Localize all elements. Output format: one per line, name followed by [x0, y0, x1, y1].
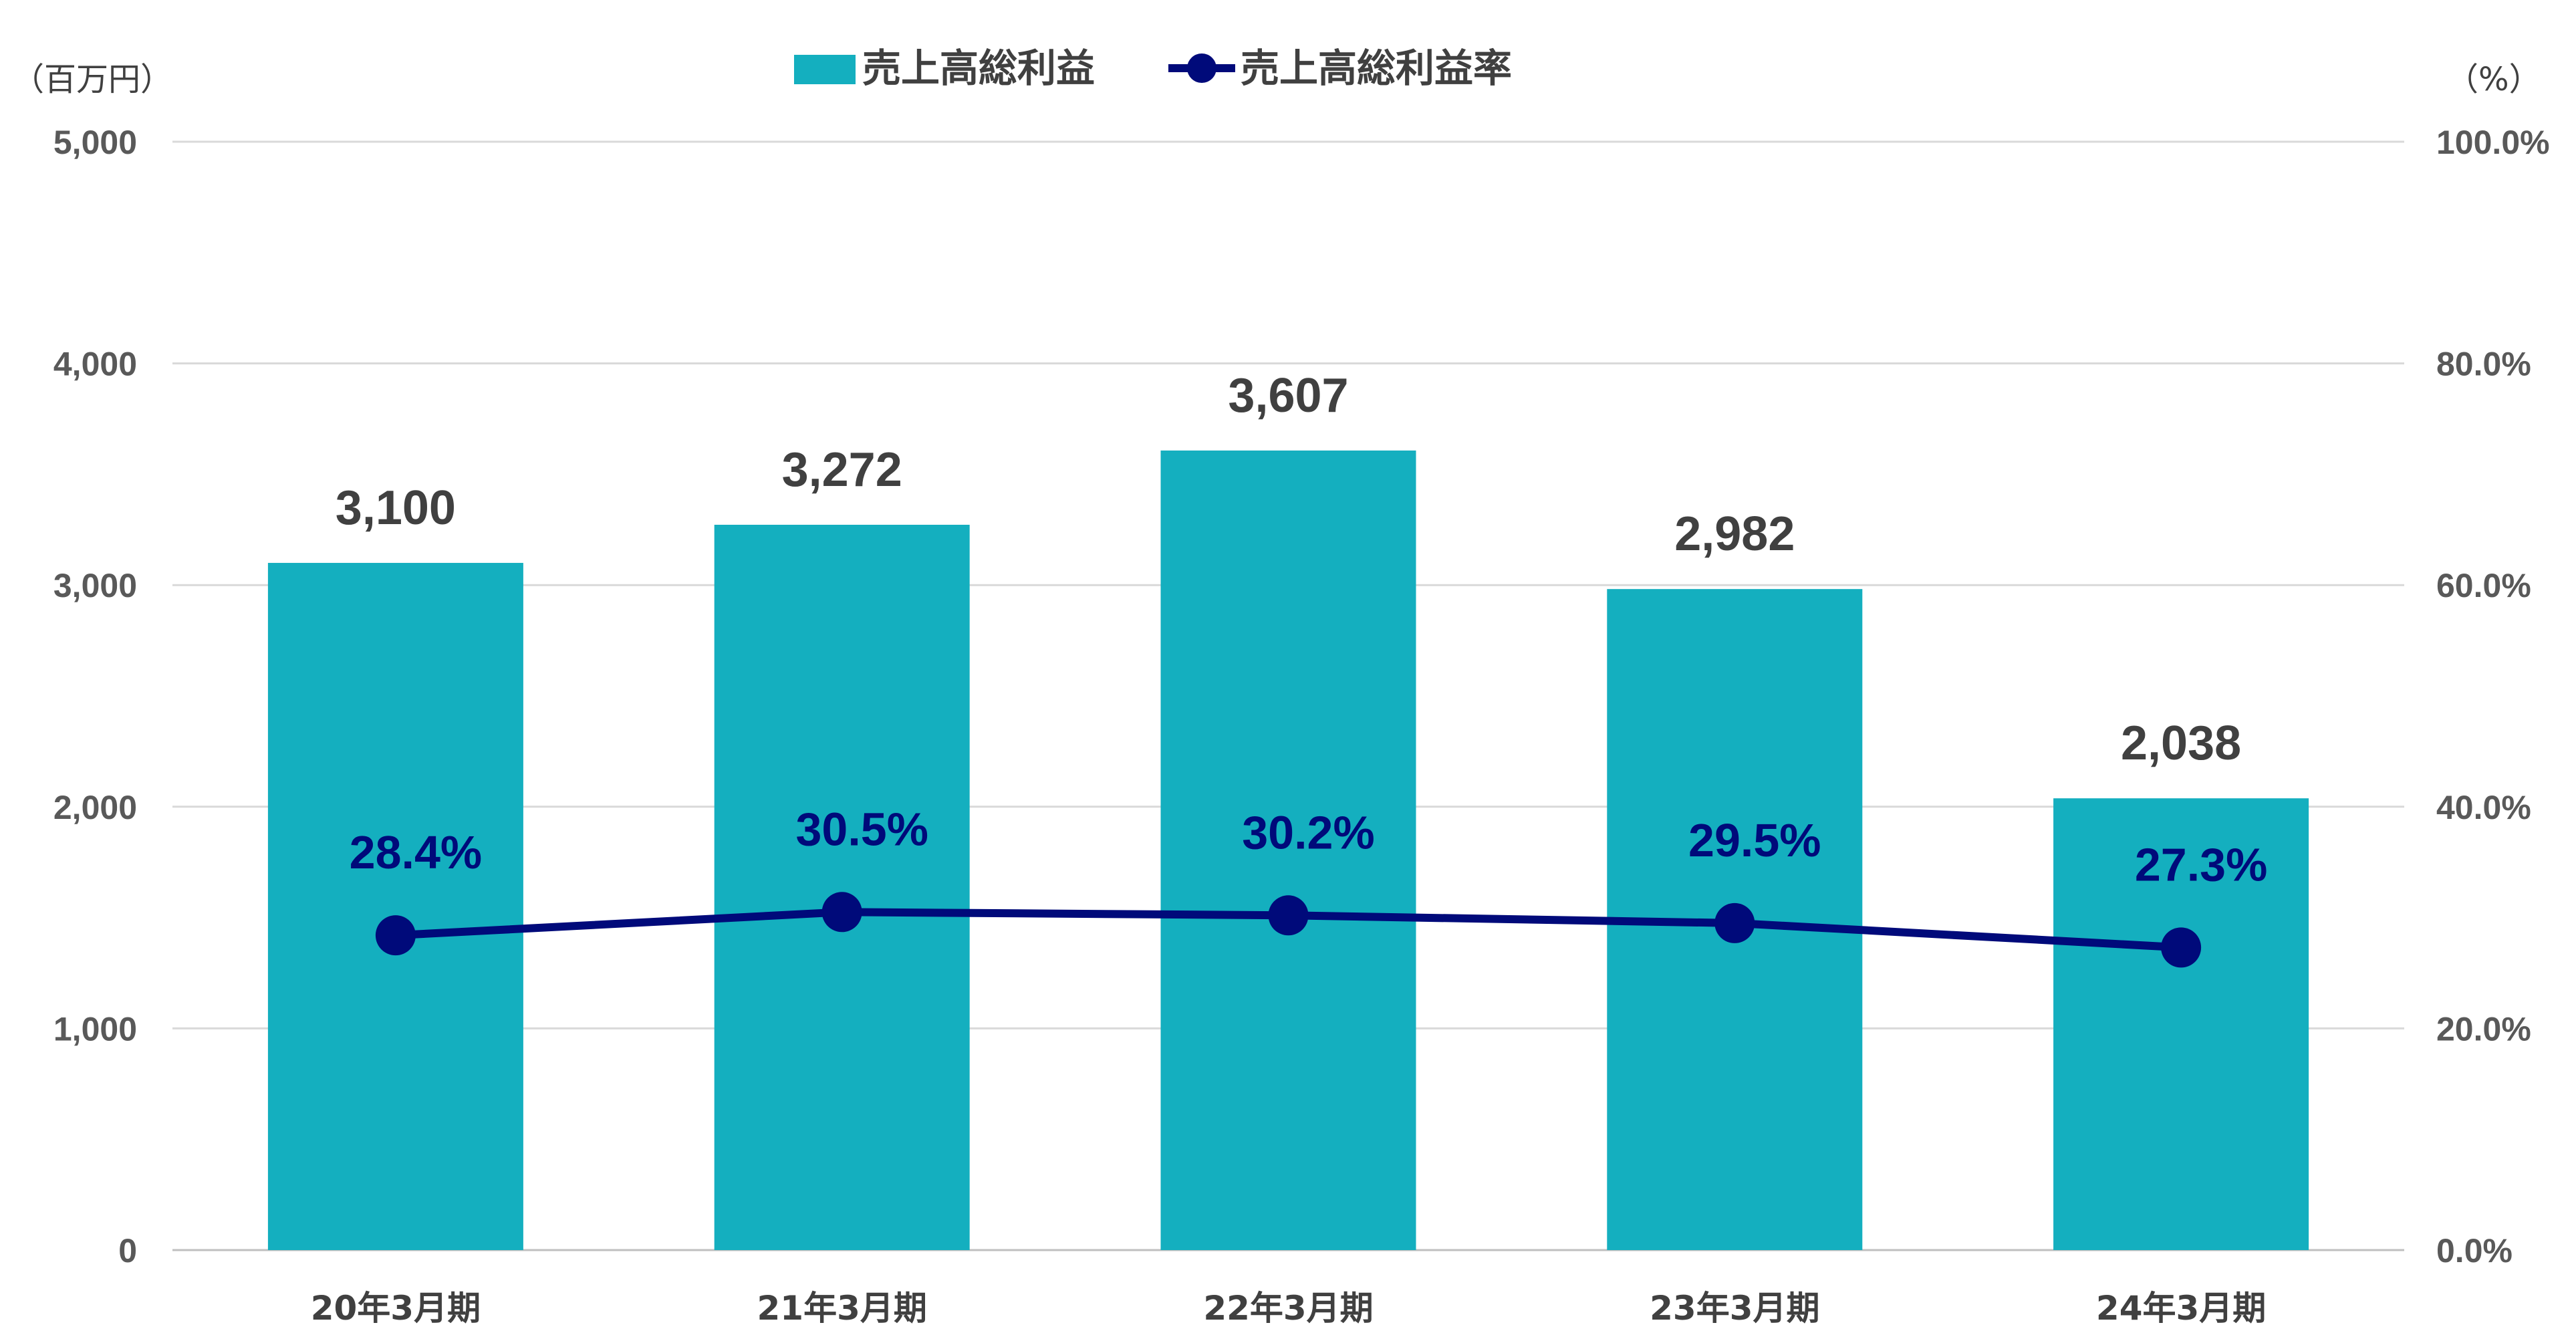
bar-value-label: 3,272: [782, 443, 902, 497]
bar-value-label: 3,100: [336, 481, 456, 535]
legend-label-line: 売上高総利益率: [1241, 45, 1512, 91]
y-right-tick-label: 40.0%: [2436, 789, 2531, 826]
y-left-tick-label: 4,000: [53, 346, 137, 383]
bar: [1160, 450, 1416, 1250]
line-value-label: 29.5%: [1688, 814, 1821, 866]
y-left-unit-label: （百万円）: [12, 61, 172, 98]
y-left-tick-label: 5,000: [53, 124, 137, 161]
y-right-tick-label: 80.0%: [2436, 346, 2531, 383]
y-left-tick-label: 2,000: [53, 789, 137, 826]
x-tick-label: 23年3月期: [1650, 1289, 1819, 1328]
y-right-tick-label: 0.0%: [2436, 1232, 2513, 1269]
line-marker: [1714, 902, 1755, 943]
y-right-tick-label: 20.0%: [2436, 1010, 2531, 1048]
line-value-label: 30.2%: [1242, 806, 1374, 858]
legend: 売上高総利益 売上高総利益率: [794, 45, 1512, 91]
bar-value-label: 2,982: [1674, 507, 1795, 561]
bar: [267, 563, 523, 1250]
legend-swatch-bar: [794, 55, 856, 84]
line-marker: [2161, 927, 2202, 968]
line-marker: [375, 915, 416, 956]
x-tick-label: 22年3月期: [1203, 1289, 1373, 1328]
line-marker: [1268, 895, 1309, 936]
x-tick-label: 20年3月期: [311, 1289, 481, 1328]
line-value-label: 27.3%: [2135, 838, 2267, 890]
x-tick-label: 21年3月期: [757, 1289, 927, 1328]
line-value-label: 28.4%: [350, 826, 482, 878]
y-left-tick-label: 1,000: [53, 1010, 137, 1048]
y-right-tick-label: 100.0%: [2436, 124, 2550, 161]
bar-value-label: 2,038: [2121, 717, 2241, 770]
bar: [714, 525, 970, 1250]
y-right-tick-label: 60.0%: [2436, 567, 2531, 604]
x-tick-label: 24年3月期: [2096, 1289, 2266, 1328]
y-right-unit-label: （%）: [2446, 61, 2541, 98]
y-left-tick-label: 0: [118, 1232, 137, 1269]
line-value-label: 30.5%: [795, 803, 928, 855]
bar-value-label: 3,607: [1228, 369, 1348, 422]
legend-swatch-marker: [1187, 53, 1216, 83]
line-series: [375, 892, 2202, 968]
legend-label-bar: 売上高総利益: [862, 45, 1095, 91]
y-left-tick-label: 3,000: [53, 567, 137, 604]
bar: [2053, 798, 2309, 1250]
axis-labels: 0 0.0% 1,000 20.0% 2,000 40.0% 3,000 60.0% 4,000…: [12, 61, 2550, 1328]
line-marker: [821, 892, 862, 933]
